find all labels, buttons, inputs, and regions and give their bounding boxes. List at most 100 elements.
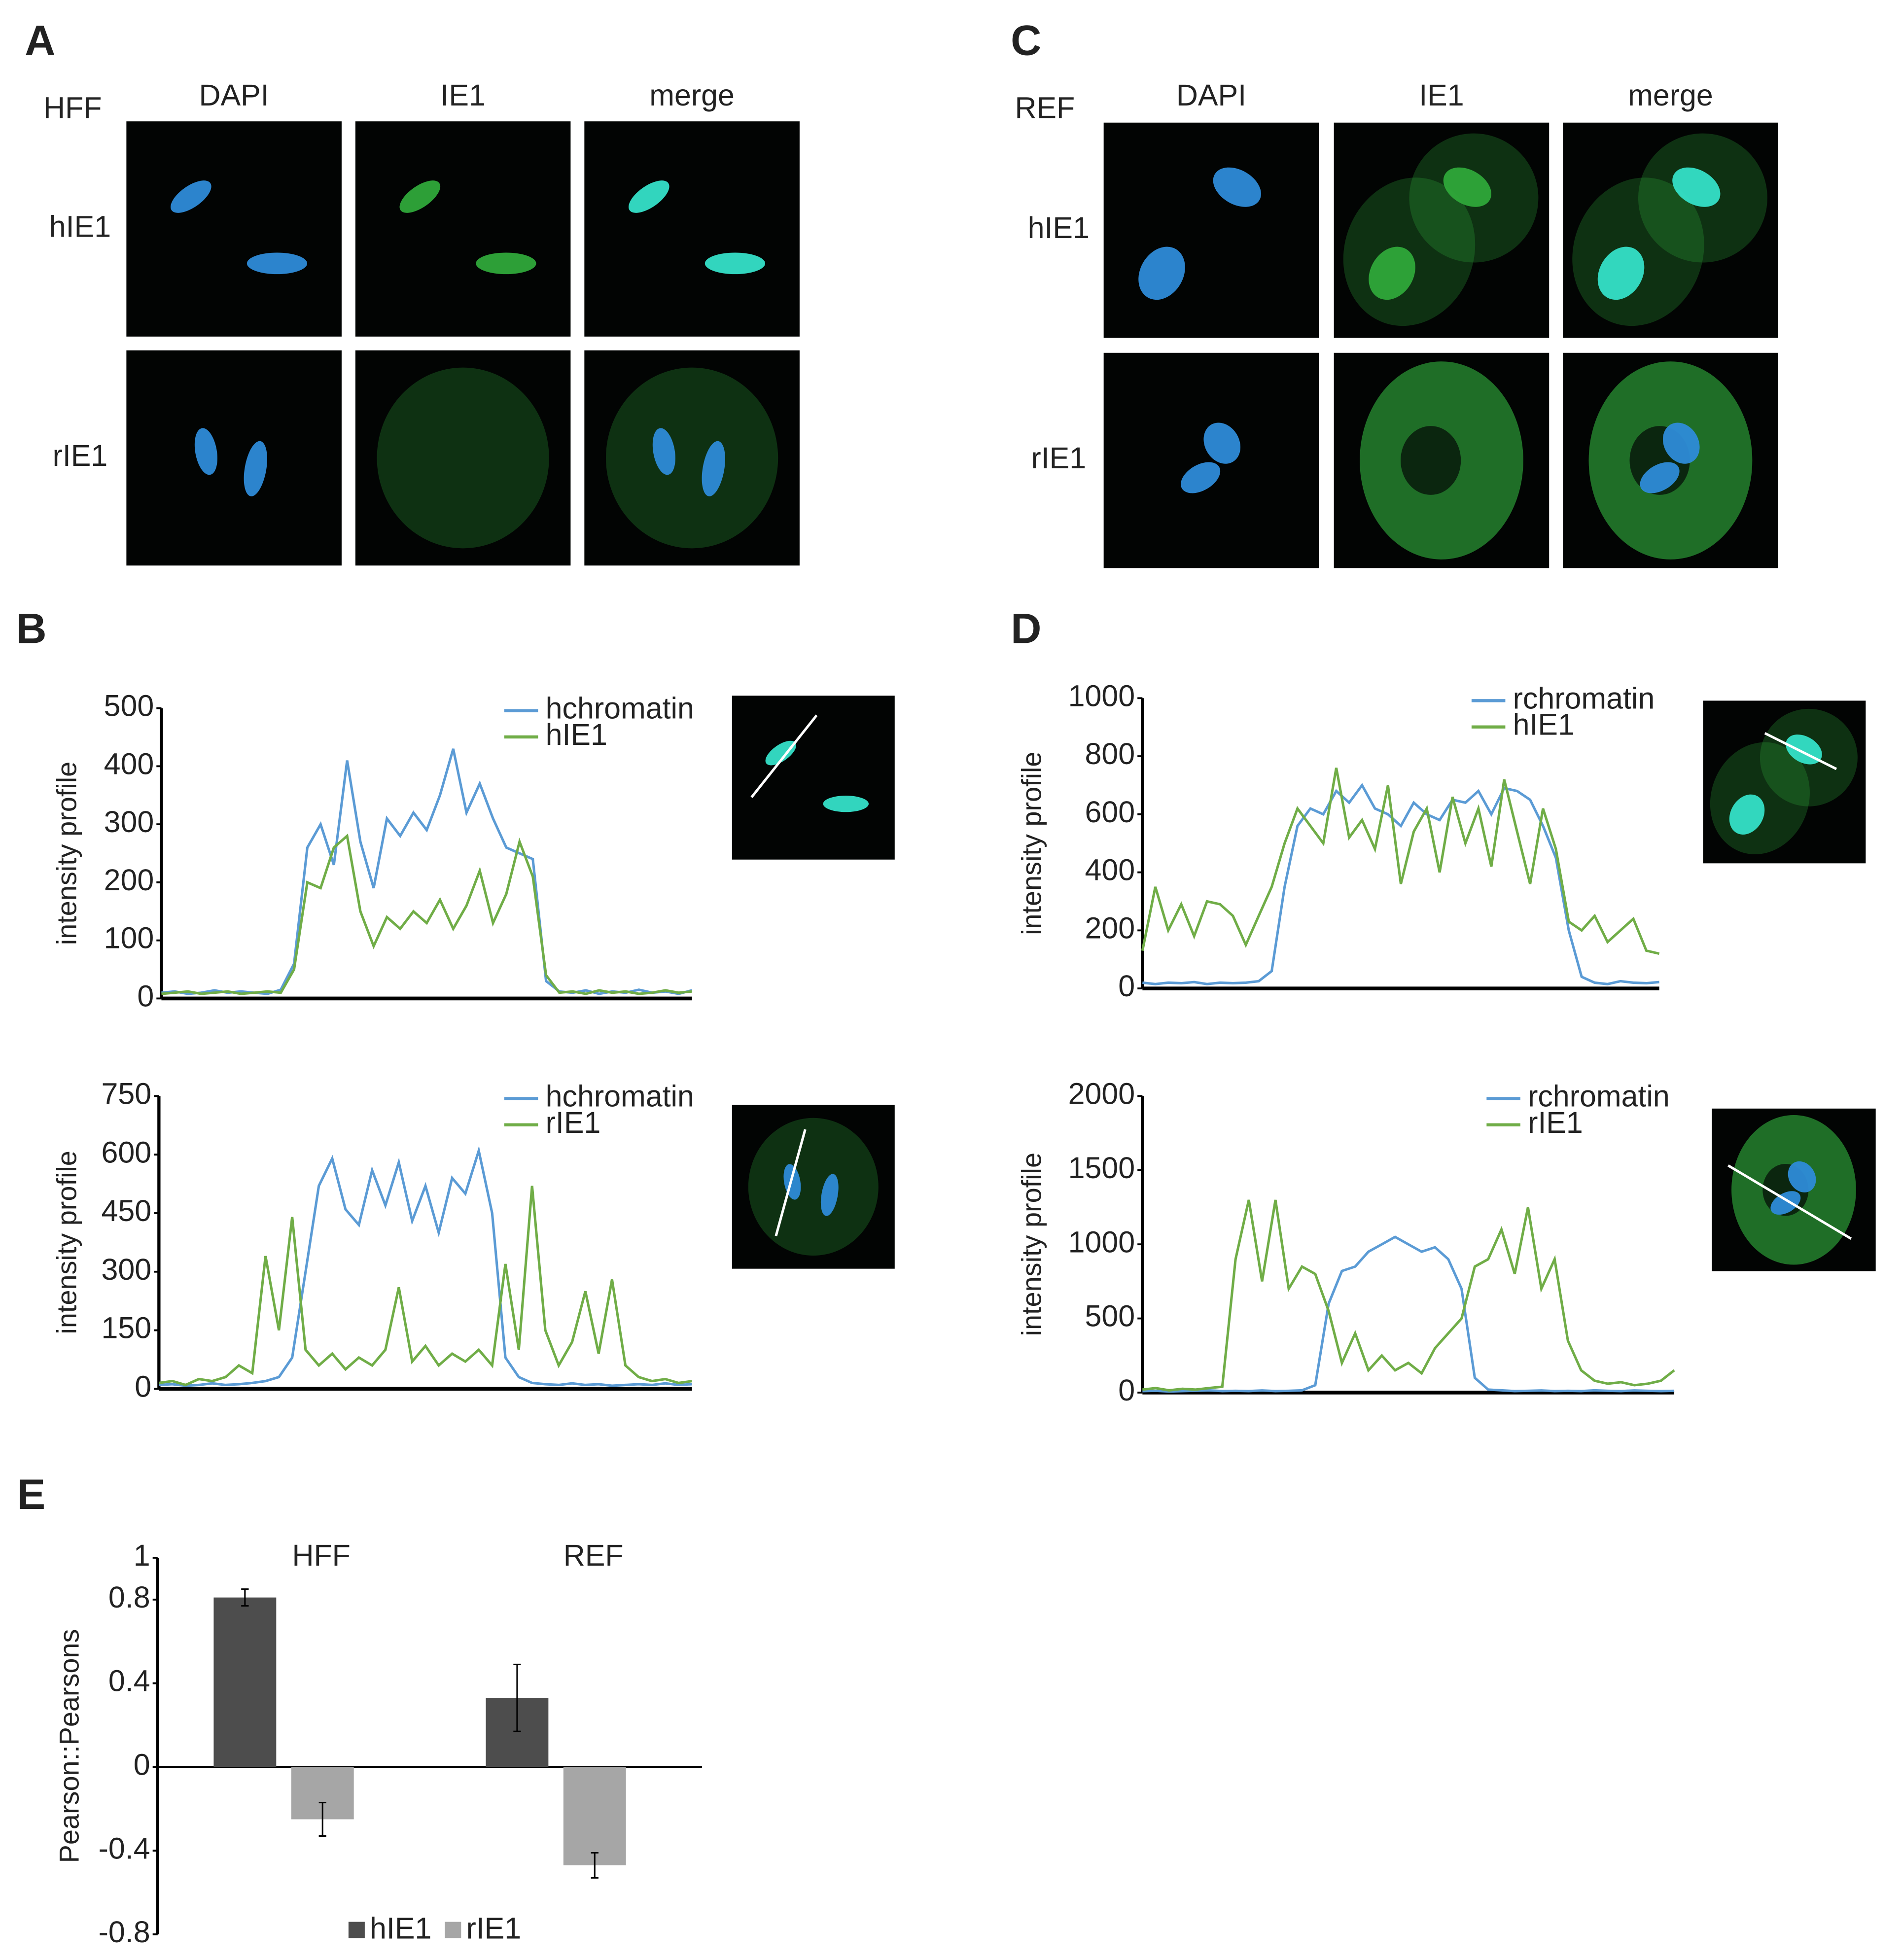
y-tick-label: 750 <box>102 1077 152 1111</box>
y-tick-label: 1000 <box>1068 1225 1135 1259</box>
row-label: rIE1 <box>53 439 108 472</box>
y-tick-label: 0 <box>134 1748 150 1782</box>
profile-line <box>750 714 818 798</box>
micrograph <box>1334 122 1550 338</box>
y-tick-label: 2000 <box>1068 1077 1135 1111</box>
micrograph-signal <box>605 367 778 549</box>
legend-swatch <box>445 1922 461 1938</box>
column-header: IE1 <box>440 78 485 112</box>
y-axis-title: intensity profile <box>51 1151 82 1334</box>
column-header: merge <box>1628 78 1713 112</box>
data-line <box>159 1146 692 1387</box>
y-tick-label: 150 <box>102 1311 152 1345</box>
y-tick-label: 1 <box>134 1539 150 1572</box>
micrograph-background <box>126 121 342 337</box>
micrograph <box>1103 352 1319 568</box>
y-tick-label: 450 <box>102 1194 152 1227</box>
micrograph-signal <box>476 252 536 275</box>
micrograph-signal <box>702 441 725 496</box>
y-tick-label: 100 <box>104 921 154 955</box>
data-line <box>1142 1199 1675 1392</box>
y-tick-label: 300 <box>104 805 154 839</box>
y-tick-label: 0.8 <box>108 1580 150 1614</box>
error-bar <box>513 1663 521 1732</box>
y-tick-label: -0.8 <box>99 1915 150 1949</box>
micrograph-background <box>732 1105 895 1269</box>
micrograph-signal <box>1729 794 1765 835</box>
legend-label: rIE1 <box>546 1106 601 1139</box>
column-header: IE1 <box>1419 78 1464 112</box>
y-tick-label: 0 <box>135 1369 151 1403</box>
profile-line <box>1727 1164 1852 1240</box>
y-tick-label: 600 <box>1085 795 1135 829</box>
inset-micrograph <box>1703 700 1866 864</box>
y-tick-label: 0 <box>137 980 154 1013</box>
micrograph-signal <box>823 796 869 812</box>
micrograph-signal <box>765 740 797 766</box>
micrograph-signal <box>1770 1191 1801 1215</box>
row-label: hIE1 <box>1028 211 1090 245</box>
micrograph-signal <box>1443 167 1491 207</box>
micrograph-background <box>584 121 800 337</box>
micrograph <box>1563 122 1778 338</box>
micrograph-background <box>584 350 800 566</box>
data-line <box>1141 768 1660 955</box>
y-tick-label: 400 <box>104 747 154 780</box>
y-tick-label: 400 <box>1085 853 1135 887</box>
row-label: hIE1 <box>49 210 111 244</box>
legend-label: rchromatin <box>1513 681 1655 715</box>
legend-label: hchromatin <box>546 692 694 725</box>
micrograph-signal <box>704 252 766 275</box>
micrograph-signal <box>399 180 441 213</box>
y-axis-title: intensity profile <box>51 762 82 945</box>
micrograph <box>355 121 571 337</box>
panel-label: E <box>17 1471 46 1518</box>
micrograph-background <box>1703 700 1866 864</box>
cell-line-label: REF <box>1015 91 1075 124</box>
y-tick-label: 1000 <box>1068 679 1135 712</box>
inset-micrograph <box>732 1105 895 1269</box>
data-line <box>1142 1235 1675 1393</box>
micrograph-background <box>355 121 571 337</box>
micrograph-signal <box>1203 422 1241 464</box>
panel-label: C <box>1011 17 1041 65</box>
micrograph <box>1563 352 1778 568</box>
y-axis-title: intensity profile <box>1016 1153 1047 1336</box>
micrograph-signal <box>1672 167 1721 207</box>
y-axis-title: intensity profile <box>1016 752 1047 935</box>
micrograph-signal <box>1369 246 1415 300</box>
legend-label: rIE1 <box>1528 1106 1583 1139</box>
micrograph-signal <box>244 441 267 496</box>
y-axis-title: Pearson::Pearsons <box>53 1629 84 1863</box>
micrograph-signal <box>1401 426 1461 495</box>
panel-label: B <box>16 605 46 653</box>
micrograph <box>126 350 342 566</box>
micrograph-signal <box>652 428 675 475</box>
y-tick-label: 0 <box>1118 1373 1135 1407</box>
error-bar <box>241 1588 249 1607</box>
panel-label: A <box>25 17 55 65</box>
data-line <box>161 833 692 995</box>
legend-label: hIE1 <box>1513 708 1575 741</box>
legend-label: rIE1 <box>466 1911 521 1945</box>
error-bar <box>318 1802 326 1837</box>
micrograph-background <box>732 696 895 860</box>
micrograph-signal <box>171 180 211 213</box>
inset-micrograph <box>732 696 895 860</box>
micrograph-signal <box>1597 246 1645 300</box>
legend-swatch <box>348 1922 365 1938</box>
inset-micrograph <box>1712 1108 1876 1271</box>
micrograph-signal <box>377 367 549 549</box>
micrograph-background <box>1334 122 1550 338</box>
micrograph-background <box>126 350 342 566</box>
micrograph-signal <box>1181 462 1221 493</box>
micrograph <box>584 350 800 566</box>
y-tick-label: -0.4 <box>99 1831 150 1865</box>
legend-label: hIE1 <box>546 718 607 751</box>
row-label: rIE1 <box>1031 441 1086 475</box>
category-label: REF <box>564 1539 624 1572</box>
micrograph-background <box>1103 352 1319 568</box>
y-tick-label: 600 <box>102 1135 152 1169</box>
column-header: DAPI <box>199 78 269 112</box>
legend-label: rchromatin <box>1528 1080 1670 1113</box>
